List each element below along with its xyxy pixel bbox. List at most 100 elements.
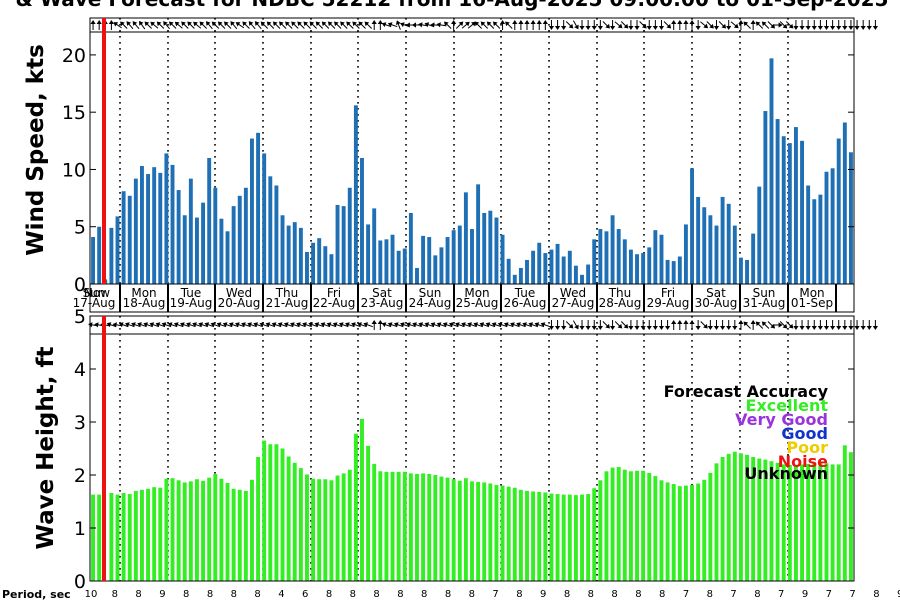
wave-bar — [421, 473, 426, 581]
wave-bar — [592, 488, 597, 581]
wave-direction-arrows — [88, 320, 878, 330]
wave-direction-arrow — [400, 322, 410, 328]
wind-direction-arrow — [823, 20, 830, 30]
wind-direction-arrow — [144, 21, 152, 29]
wind-direction-arrow — [309, 21, 317, 29]
wind-direction-arrow — [156, 21, 165, 29]
wave-bar — [451, 479, 456, 581]
wind-bar — [378, 240, 383, 284]
wave-bar — [366, 445, 371, 581]
wind-direction-arrow — [474, 21, 482, 29]
wave-bar — [390, 471, 395, 581]
wave-bar — [830, 464, 835, 581]
period-value: 7 — [683, 589, 689, 600]
wind-bar — [402, 248, 407, 284]
wind-y-axis-label: Wind Speed, kts — [23, 44, 49, 256]
wave-direction-arrow — [430, 322, 441, 328]
wave-direction-arrow — [658, 320, 665, 330]
wave-direction-arrow — [222, 322, 233, 328]
wind-bar — [665, 259, 670, 284]
wind-direction-arrow — [609, 20, 616, 30]
wave-bar — [317, 479, 322, 581]
wave-direction-arrow — [561, 320, 567, 330]
day-of-week-label: Thu — [608, 286, 632, 300]
period-value: 9 — [159, 589, 165, 600]
wind-direction-arrow — [120, 21, 128, 29]
wave-bar — [500, 485, 505, 581]
wind-direction-arrow — [658, 20, 665, 30]
wave-bar — [616, 467, 621, 581]
wave-bar — [372, 463, 377, 581]
wind-direction-arrow — [168, 21, 177, 29]
wind-direction-arrow — [805, 20, 811, 30]
wind-direction-arrow — [90, 20, 96, 30]
wind-direction-arrow — [230, 21, 238, 30]
wind-bar — [641, 253, 646, 284]
wind-direction-arrow — [750, 20, 756, 30]
wind-bar — [824, 171, 829, 284]
legend-excellent: Excellent — [746, 396, 829, 415]
wind-bar — [133, 178, 138, 284]
wind-bar — [390, 234, 395, 284]
period-value: 8 — [231, 589, 237, 600]
wind-direction-arrow — [371, 20, 377, 30]
date-label: 01-Sep — [791, 296, 833, 310]
wind-direction-arrow — [738, 20, 744, 30]
wind-direction-arrow — [163, 21, 170, 30]
wind-bar — [188, 178, 193, 284]
wind-bar — [573, 265, 578, 284]
wave-direction-arrow — [387, 322, 398, 328]
wind-bar — [317, 238, 322, 284]
wave-bar — [109, 493, 114, 581]
wave-direction-arrow — [155, 322, 166, 328]
wind-bar — [598, 229, 603, 284]
wave-direction-arrow — [602, 321, 610, 329]
y-tick-label: 0 — [74, 274, 86, 296]
day-of-week-label: Thu — [275, 286, 299, 300]
wind-bar — [286, 225, 291, 284]
wind-direction-arrow — [718, 21, 727, 29]
wave-bar — [836, 464, 841, 581]
wave-bar — [690, 485, 694, 581]
wind-bar — [201, 202, 206, 284]
wave-bar — [347, 469, 352, 581]
wind-bar — [696, 196, 701, 284]
wind-bar — [793, 127, 798, 284]
wind-bar — [439, 247, 444, 284]
wind-bar — [366, 224, 371, 284]
y-tick-label: 4 — [74, 359, 86, 381]
wave-direction-arrow — [503, 322, 514, 328]
wind-bar — [408, 212, 413, 284]
period-value: 9 — [897, 589, 900, 600]
legend-very-good: Very Good — [735, 410, 828, 429]
period-value: 7 — [730, 589, 736, 600]
wave-bar — [586, 494, 591, 581]
period-value: 8 — [707, 589, 713, 600]
wind-bar — [225, 231, 230, 284]
wave-direction-arrow — [830, 320, 836, 330]
wave-direction-arrow — [811, 320, 817, 330]
wind-bar — [268, 176, 273, 284]
wave-direction-arrow — [302, 322, 312, 328]
wave-direction-arrow — [652, 320, 658, 330]
wave-bar — [305, 474, 309, 581]
wave-bar — [745, 454, 749, 581]
date-label: 19-Aug — [170, 296, 213, 310]
date-label: 28-Aug — [599, 296, 642, 310]
wind-speed-bars — [91, 58, 853, 285]
wind-direction-arrow — [467, 21, 476, 29]
wave-direction-arrow — [554, 320, 561, 330]
wind-direction-arrow — [260, 21, 269, 29]
wave-direction-arrow — [761, 321, 770, 329]
wind-direction-arrow — [628, 20, 634, 30]
wind-direction-arrow — [536, 20, 542, 30]
wind-direction-arrow — [395, 20, 401, 30]
wind-bar — [341, 206, 346, 284]
wave-direction-arrow — [793, 320, 799, 330]
date-label: 27-Aug — [552, 296, 595, 310]
wind-direction-arrow — [785, 21, 794, 29]
wind-direction-arrow — [779, 21, 788, 29]
wave-direction-arrow — [591, 320, 597, 330]
y-tick-label: 5 — [74, 217, 86, 239]
y-tick-label: 20 — [62, 45, 86, 67]
